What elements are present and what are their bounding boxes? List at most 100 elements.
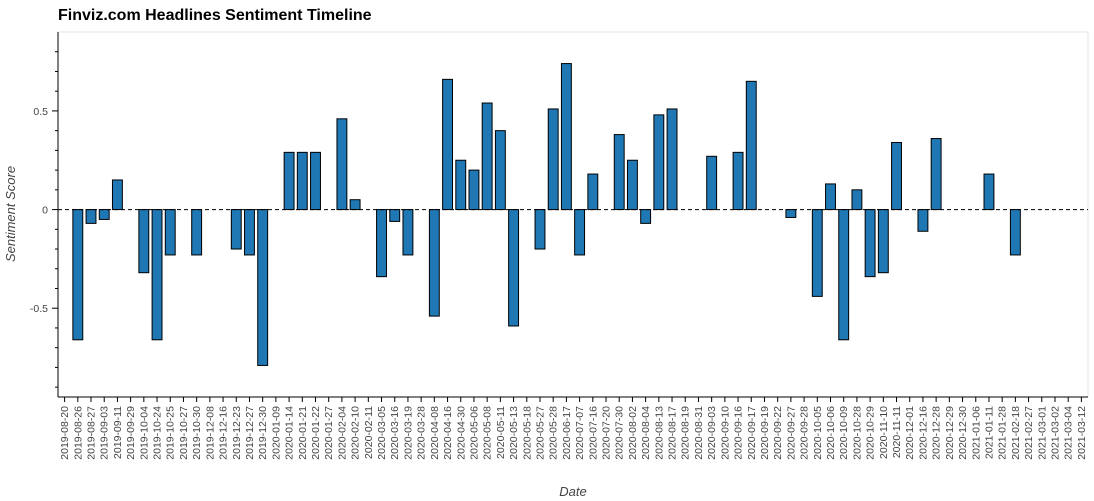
- bar: [706, 155, 718, 211]
- x-axis-ticks: 2019-08-20 2019-08-26 2019-08-27 2019-09-03…: [59, 397, 1088, 460]
- x-tick-label: 2020-05-08: [482, 406, 494, 460]
- x-tick-label: 2020-08-04: [640, 406, 652, 460]
- x-tick-label: 2020-03-16: [389, 406, 401, 460]
- x-tick-label: 2020-03-28: [416, 406, 428, 460]
- bar: [468, 169, 480, 211]
- x-tick-label: 2019-12-16: [218, 406, 230, 460]
- x-tick-label: 2020-09-22: [772, 406, 784, 460]
- bar: [574, 209, 586, 256]
- x-tick-label: 2020-10-06: [825, 406, 837, 460]
- bar: [640, 209, 652, 224]
- bar: [230, 209, 242, 250]
- x-tick-label: 2019-09-11: [112, 406, 124, 459]
- x-tick-label: 2020-05-06: [468, 406, 480, 460]
- bar: [587, 173, 599, 211]
- x-tick-label: 2019-10-24: [152, 406, 164, 460]
- x-tick-label: 2020-10-29: [865, 406, 877, 460]
- bar: [877, 209, 889, 274]
- bar: [244, 209, 255, 256]
- x-tick-label: 2020-12-30: [957, 406, 969, 460]
- bar: [164, 209, 176, 256]
- bar: [983, 173, 995, 211]
- x-tick-label: 2020-05-28: [548, 406, 560, 460]
- bar: [560, 63, 572, 211]
- x-tick-label: 2020-01-22: [310, 406, 322, 460]
- bar: [917, 209, 929, 232]
- x-tick-label: 2020-01-14: [284, 406, 296, 460]
- bar: [508, 209, 520, 327]
- x-tick-label: 2021-02-27: [1023, 406, 1035, 460]
- x-tick-label: 2020-10-28: [851, 406, 863, 460]
- x-tick-label: 2019-12-30: [257, 406, 269, 460]
- bar: [151, 209, 163, 341]
- x-tick-label: 2019-12-27: [244, 406, 256, 460]
- y-tick-label: -0.5: [30, 303, 48, 315]
- x-tick-label: 2019-08-27: [86, 406, 98, 460]
- x-tick-label: 2020-09-19: [759, 406, 771, 460]
- bar: [85, 209, 97, 224]
- x-tick-label: 2021-02-18: [1010, 406, 1022, 460]
- bar: [389, 209, 401, 222]
- bar: [626, 159, 638, 211]
- bar: [613, 134, 625, 211]
- x-tick-label: 2020-04-16: [442, 406, 454, 460]
- bar: [257, 209, 269, 366]
- bar: [653, 114, 665, 211]
- x-tick-label: 2020-07-30: [614, 406, 626, 460]
- x-tick-label: 2019-10-27: [178, 406, 190, 460]
- bar: [864, 209, 876, 278]
- bar: [402, 209, 414, 256]
- x-tick-label: 2020-12-28: [931, 406, 943, 460]
- x-tick-label: 2021-03-02: [1049, 406, 1061, 460]
- x-tick-label: 2019-09-03: [99, 406, 111, 460]
- bars-group: [72, 63, 1021, 366]
- x-tick-label: 2020-12-01: [904, 406, 916, 460]
- bar: [891, 141, 902, 211]
- x-tick-label: 2020-10-09: [838, 406, 850, 460]
- x-tick-label: 2019-12-23: [231, 406, 243, 460]
- bar: [111, 179, 123, 211]
- x-tick-label: 2020-09-03: [706, 406, 718, 460]
- x-axis-label: Date: [559, 484, 586, 499]
- x-tick-label: 2020-04-30: [455, 406, 467, 460]
- x-tick-label: 2019-08-26: [72, 406, 84, 460]
- bar: [336, 118, 348, 211]
- bar: [72, 209, 84, 341]
- x-tick-label: 2019-10-25: [165, 406, 177, 460]
- x-tick-label: 2020-11-11: [891, 406, 903, 458]
- x-tick-label: 2020-05-11: [495, 406, 507, 459]
- x-tick-label: 2020-04-08: [429, 406, 441, 460]
- x-tick-label: 2019-12-08: [204, 406, 216, 460]
- x-tick-label: 2020-10-05: [812, 406, 824, 460]
- bar: [534, 209, 546, 250]
- x-tick-label: 2020-12-16: [917, 406, 929, 460]
- x-tick-label: 2020-05-27: [534, 406, 546, 460]
- y-axis-ticks: -0.5 0 0.5: [30, 51, 58, 388]
- x-tick-label: 2020-08-02: [627, 406, 639, 460]
- x-tick-label: 2020-05-13: [508, 406, 520, 460]
- x-tick-label: 2020-08-19: [680, 406, 692, 460]
- bar: [442, 78, 454, 211]
- bar: [481, 102, 493, 211]
- bar: [283, 151, 295, 211]
- x-tick-label: 2021-01-28: [997, 406, 1009, 460]
- x-tick-label: 2020-07-16: [587, 406, 599, 460]
- bar: [732, 151, 744, 211]
- bar: [138, 209, 150, 274]
- bar: [296, 151, 308, 211]
- y-tick-label: 0: [42, 205, 48, 217]
- bar: [376, 209, 387, 278]
- x-tick-label: 2020-05-18: [521, 406, 533, 460]
- y-tick-label: 0.5: [33, 106, 48, 118]
- x-tick-label: 2020-06-17: [561, 406, 573, 460]
- bar: [494, 130, 506, 211]
- x-tick-label: 2020-09-10: [719, 406, 731, 460]
- bar: [98, 209, 110, 220]
- bar: [310, 151, 321, 211]
- bar: [825, 183, 836, 211]
- bar: [349, 199, 361, 211]
- x-tick-label: 2019-10-04: [138, 406, 150, 460]
- x-tick-label: 2020-02-04: [336, 406, 348, 460]
- x-tick-label: 2021-03-12: [1076, 406, 1088, 460]
